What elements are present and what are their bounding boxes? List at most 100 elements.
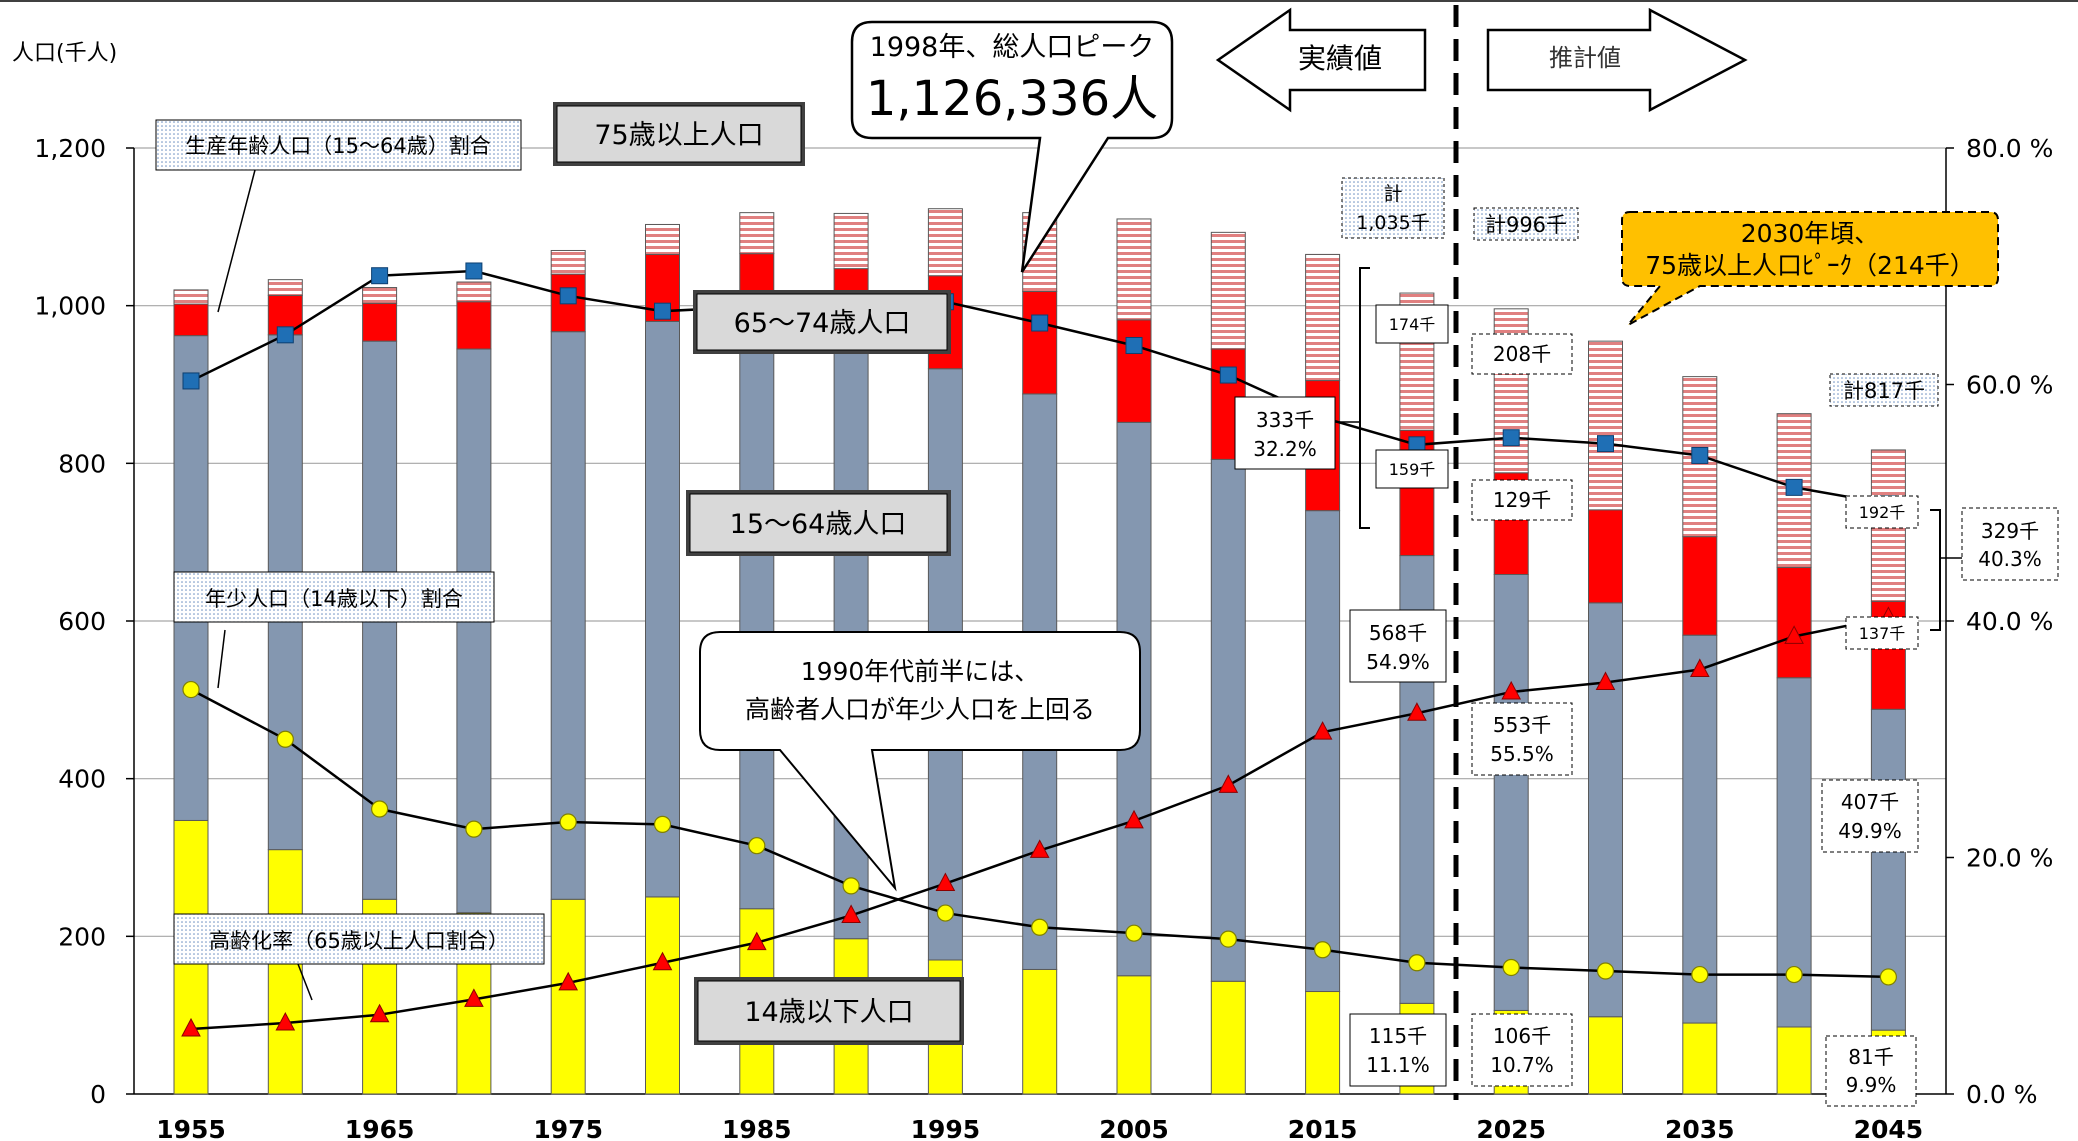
ann-2045-65p-b: 40.3% [1978, 547, 2042, 571]
bar-segment-1-2025 [1493, 573, 1529, 1011]
bar-segment-3-1960 [267, 279, 303, 296]
x-tick-label: 2025 [1476, 1115, 1546, 1141]
marker-triangle [652, 951, 673, 971]
ann-2020-1564-a: 568千 [1369, 621, 1427, 645]
bar-segment-3-2030 [1588, 340, 1623, 511]
bar-segment-0-2000 [1022, 968, 1058, 1095]
marker-triangle [464, 988, 484, 1007]
legend-work: 生産年齢人口（15～64歳）割合 [155, 119, 522, 313]
x-tick-label: 1995 [911, 1115, 981, 1141]
marker-triangle [558, 971, 579, 991]
marker-circle [1125, 924, 1143, 942]
legend-young: 年少人口（14歳以下）割合 [173, 571, 495, 689]
marker-circle [1879, 968, 1898, 986]
y2-tick-label: 40.0 % [1966, 607, 2053, 636]
ann-2020-75: 174千 [1389, 315, 1436, 334]
ann-2045-014-b: 9.9% [1846, 1073, 1897, 1097]
actual-label: 実績値 [1298, 42, 1382, 75]
ann-2020-65p-a: 333千 [1256, 408, 1314, 432]
estimate-arrow: 推計値 [1486, 7, 1748, 113]
ann-2045-75: 192千 [1859, 503, 1906, 522]
bar-segment-2-2035 [1682, 536, 1718, 636]
marker-circle [1408, 954, 1426, 972]
bar-segment-3-2015 [1305, 253, 1341, 382]
y2-tick-label: 80.0 % [1966, 134, 2053, 163]
y2-tick-label: 20.0 % [1966, 844, 2053, 873]
marker-circle [465, 820, 483, 838]
bar-segment-3-2010 [1210, 231, 1246, 350]
bar-segment-2-2030 [1588, 509, 1623, 604]
marker-square [1785, 478, 1803, 496]
marker-circle [1691, 965, 1709, 984]
x-tick-label: 2035 [1665, 1115, 1735, 1141]
marker-triangle [1407, 702, 1427, 721]
marker-circle [842, 877, 860, 895]
marker-triangle [746, 931, 767, 951]
bar-segment-3-2025 [1493, 308, 1529, 474]
marker-square [1502, 429, 1520, 447]
marker-circle [1313, 941, 1332, 959]
bar-segment-2-1965 [362, 302, 398, 342]
marker-circle [1785, 965, 1803, 984]
peak-callout: 1998年、総人口ピーク 1,126,336人 [850, 20, 1174, 273]
bar-segment-0-2010 [1210, 980, 1246, 1095]
marker-triangle [1218, 774, 1239, 793]
marker-circle [1502, 958, 1520, 977]
bar-segment-0-2035 [1682, 1022, 1718, 1095]
total-2025-box [1473, 207, 1579, 241]
ann-2045-1564-a: 407千 [1841, 790, 1899, 814]
marker-circle [1219, 930, 1237, 948]
actual-arrow: 実績値 [1215, 7, 1427, 113]
bar-segment-0-2040 [1776, 1026, 1812, 1095]
total-2045-box [1829, 373, 1939, 407]
bar-segment-3-1980 [645, 223, 680, 255]
bar-segment-1-2035 [1682, 634, 1718, 1024]
total-2020-box [1341, 177, 1445, 239]
x-tick-label: 1975 [533, 1115, 603, 1141]
total-2020-b: 1,035千 [1356, 212, 1429, 234]
bar-segment-1-2030 [1588, 602, 1623, 1018]
elderly-over-line1: 1990年代前半には、 [801, 657, 1040, 686]
ann-2020-014-b: 11.1% [1366, 1053, 1430, 1077]
x-tick-label: 2015 [1288, 1115, 1358, 1141]
peak75-line1: 2030年頃、 [1741, 219, 1880, 248]
box-75plus: 75歳以上人口 [553, 102, 805, 166]
legend-aged-label: 高齢化率（65歳以上人口割合） [209, 929, 509, 953]
marker-square [559, 287, 577, 305]
marker-square [1691, 446, 1709, 464]
ann-2020-014-a: 115千 [1369, 1024, 1427, 1048]
bar-segment-3-2005 [1116, 218, 1152, 321]
box-65-74-label: 65～74歳人口 [734, 308, 911, 339]
box-75plus-label: 75歳以上人口 [594, 120, 763, 151]
marker-triangle [369, 1003, 390, 1023]
elderly-over-callout: 1990年代前半には、 高齢者人口が年少人口を上回る [699, 631, 1141, 892]
y-tick-label: 200 [58, 922, 106, 951]
bar-segment-3-1965 [362, 287, 398, 304]
marker-triangle [1312, 721, 1333, 740]
bar-segment-1-1985 [739, 320, 775, 910]
ann-2025-014-a: 106千 [1493, 1024, 1551, 1048]
estimate-label: 推計値 [1549, 44, 1621, 72]
y-tick-label: 400 [58, 765, 106, 794]
annotations: 計 1,035千 計996千 計817千 174千 159千 333千 32.2… [1234, 177, 2059, 1107]
ann-2045-014-a: 81千 [1848, 1045, 1893, 1069]
marker-circle [371, 800, 389, 818]
elderly-over-line2: 高齢者人口が年少人口を上回る [745, 695, 1095, 724]
y-tick-label: 800 [58, 449, 106, 478]
bar-segment-0-2030 [1588, 1016, 1623, 1095]
total-2045: 計817千 [1843, 379, 1925, 403]
ann-2025-75: 208千 [1493, 342, 1551, 366]
bar-segment-0-1975 [550, 898, 586, 1095]
total-2020-a: 計 [1383, 183, 1402, 205]
bar-segment-1-1980 [645, 320, 680, 898]
total-2025: 計996千 [1485, 213, 1567, 237]
legend-work-label: 生産年齢人口（15～64歳）割合 [185, 134, 490, 158]
y-tick-label: 600 [58, 607, 106, 636]
marker-triangle [1689, 658, 1710, 677]
bar-segment-3-1970 [456, 281, 492, 303]
ann-2020-6574: 159千 [1389, 460, 1436, 479]
box-0-14: 14歳以下人口 [694, 977, 964, 1045]
peak-title: 1998年、総人口ピーク [870, 32, 1155, 63]
y-tick-label: 1,000 [34, 292, 106, 321]
